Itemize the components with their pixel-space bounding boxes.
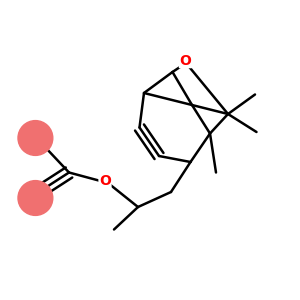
Text: O: O <box>179 54 191 68</box>
Text: O: O <box>99 174 111 188</box>
Circle shape <box>18 181 53 215</box>
Circle shape <box>18 121 53 155</box>
